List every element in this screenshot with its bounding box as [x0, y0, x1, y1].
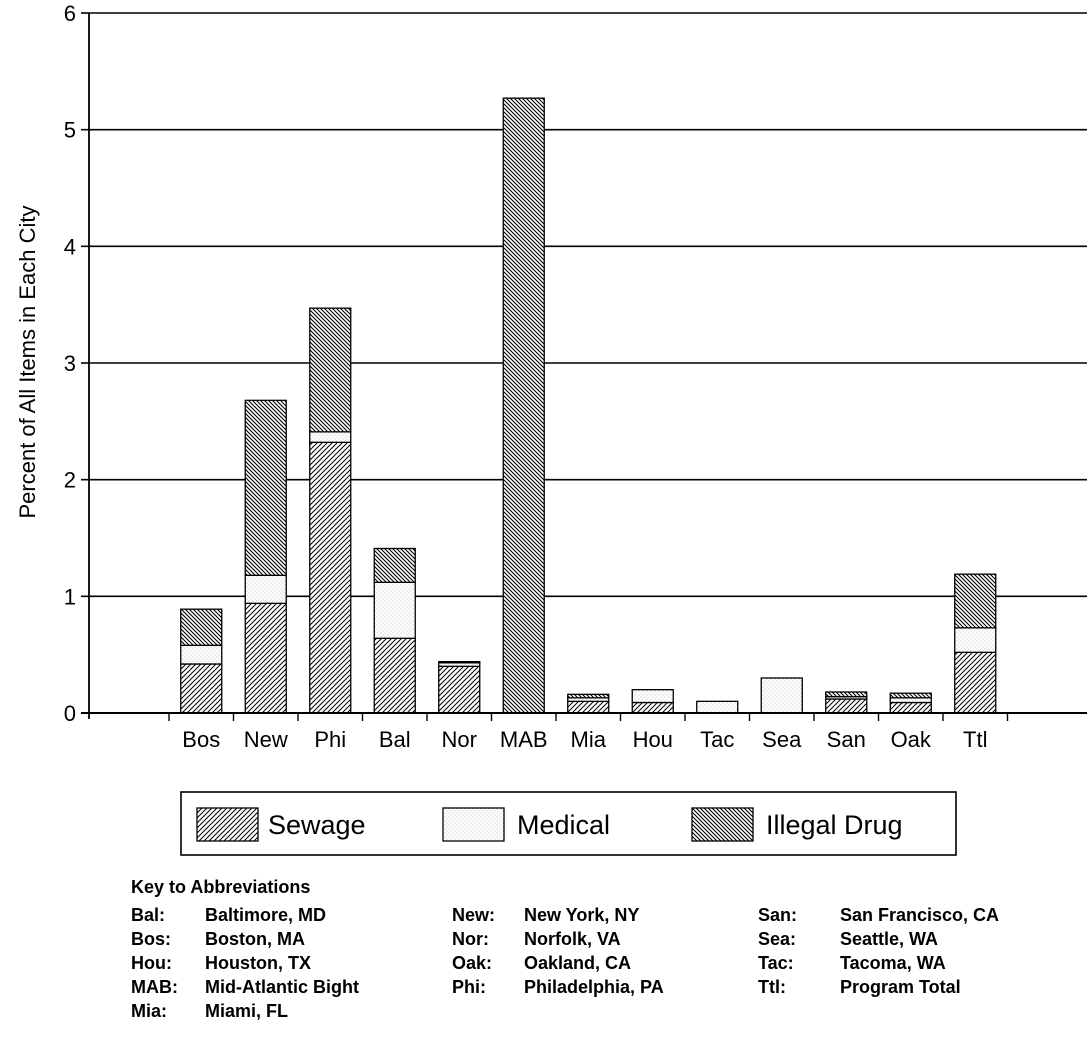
abbreviation-key: Key to Abbreviations Bal: Baltimore, MD Bo…	[131, 877, 1081, 1037]
y-tick-label: 3	[64, 351, 76, 376]
bar-segment-sewage	[889, 701, 932, 714]
bar-segment-medical	[309, 431, 352, 443]
x-tick-label: Oak	[891, 727, 932, 752]
key-abbreviation: Hou:	[131, 953, 172, 973]
key-abbreviation: Mia:	[131, 1001, 167, 1021]
x-tick-label: New	[244, 727, 288, 752]
key-abbreviation: Bal:	[131, 905, 166, 925]
bar-segment-illegal-drug	[502, 97, 545, 714]
x-tick-label: Ttl	[963, 727, 987, 752]
bar-segment-sewage	[825, 698, 868, 714]
key-full-name: Miami, FL	[205, 1001, 289, 1021]
bar-segment-medical	[696, 700, 739, 714]
bar-segment-medical	[760, 677, 803, 714]
key-abbreviation: Oak:	[452, 953, 493, 973]
y-axis-title: Percent of All Items in Each City	[15, 205, 40, 518]
key-title: Key to Abbreviations	[131, 877, 311, 897]
legend-swatch-illegal-drug	[691, 807, 754, 842]
y-tick-label: 5	[64, 118, 76, 143]
bar-segment-sewage	[567, 700, 610, 714]
key-full-name: New York, NY	[524, 905, 640, 925]
key-abbreviation: New:	[452, 905, 496, 925]
bar-segment-illegal-drug	[825, 691, 868, 698]
x-tick-label: Nor	[442, 727, 477, 752]
key-full-name: Seattle, WA	[840, 929, 939, 949]
bar-segment-illegal-drug	[954, 573, 997, 629]
key-abbreviation: Bos:	[131, 929, 171, 949]
gridlines	[89, 12, 1087, 714]
legend-swatch-sewage	[196, 807, 259, 842]
bar-segment-sewage	[244, 602, 287, 714]
legend-label-medical: Medical	[517, 810, 610, 840]
legend-swatch-medical	[442, 807, 505, 842]
x-tick-label: Mia	[571, 727, 607, 752]
bar-segment-medical	[244, 574, 287, 604]
bar-segment-illegal-drug	[438, 661, 481, 664]
legend-box	[180, 791, 957, 856]
y-tick-label: 1	[64, 584, 76, 609]
y-tick-label: 0	[64, 701, 76, 726]
bar-segment-medical	[373, 581, 416, 639]
bar-segment-sewage	[309, 441, 352, 714]
y-tick-label: 6	[64, 1, 76, 26]
y-tick-label: 2	[64, 468, 76, 493]
key-full-name: Norfolk, VA	[524, 929, 621, 949]
x-tick-label: Sea	[762, 727, 802, 752]
legend: Sewage Medical Illegal Drug	[180, 791, 957, 856]
bar-segment-medical	[954, 627, 997, 653]
x-tick-label: MAB	[500, 727, 548, 752]
legend-label-illegal-drug: Illegal Drug	[766, 810, 903, 840]
bar-segment-illegal-drug	[180, 608, 223, 646]
key-full-name: Program Total	[840, 977, 961, 997]
bar-segment-medical	[889, 697, 932, 704]
x-tick-label: Bal	[379, 727, 411, 752]
bar-segment-sewage	[438, 665, 481, 714]
bar-segment-sewage	[954, 651, 997, 714]
key-full-name: Mid-Atlantic Bight	[205, 977, 359, 997]
legend-label-sewage: Sewage	[268, 810, 366, 840]
y-tick-label: 4	[64, 234, 76, 259]
x-tick-label: Phi	[314, 727, 346, 752]
key-abbreviation: MAB:	[131, 977, 178, 997]
key-full-name: Houston, TX	[205, 953, 311, 973]
bar-segment-sewage	[373, 637, 416, 714]
key-full-name: Boston, MA	[205, 929, 305, 949]
key-abbreviation: Nor:	[452, 929, 489, 949]
bar-segment-sewage	[631, 701, 674, 714]
x-tick-label: San	[827, 727, 866, 752]
key-full-name: Oakland, CA	[524, 953, 632, 973]
stacked-bar-chart: 0 1 2 3 4 5 6 Bos New Phi Bal Nor MAB Mia Hou Tac Sea San…	[15, 1, 1087, 856]
key-abbreviation: Sea:	[758, 929, 797, 949]
bar-segment-illegal-drug	[244, 399, 287, 576]
key-abbreviation: Tac:	[758, 953, 794, 973]
bar-segment-illegal-drug	[373, 547, 416, 583]
key-full-name: Baltimore, MD	[205, 905, 327, 925]
key-abbreviation: San:	[758, 905, 798, 925]
bar-segment-sewage	[180, 663, 223, 714]
x-tick-label: Bos	[182, 727, 220, 752]
key-abbreviation: Phi:	[452, 977, 486, 997]
key-abbreviation: Ttl:	[758, 977, 786, 997]
key-full-name: San Francisco, CA	[840, 905, 1000, 925]
key-full-name: Tacoma, WA	[840, 953, 946, 973]
x-tick-label: Tac	[700, 727, 734, 752]
axes: 0 1 2 3 4 5 6 Bos New Phi Bal Nor MAB Mia Hou Tac Sea San…	[64, 1, 1087, 752]
bar-segment-medical	[631, 689, 674, 704]
bar-segment-illegal-drug	[309, 307, 352, 433]
bar-segment-medical	[180, 644, 223, 665]
bar-segment-illegal-drug	[889, 692, 932, 699]
bars	[180, 97, 997, 714]
key-full-name: Philadelphia, PA	[524, 977, 664, 997]
bar-segment-illegal-drug	[567, 693, 610, 699]
x-tick-label: Hou	[633, 727, 673, 752]
